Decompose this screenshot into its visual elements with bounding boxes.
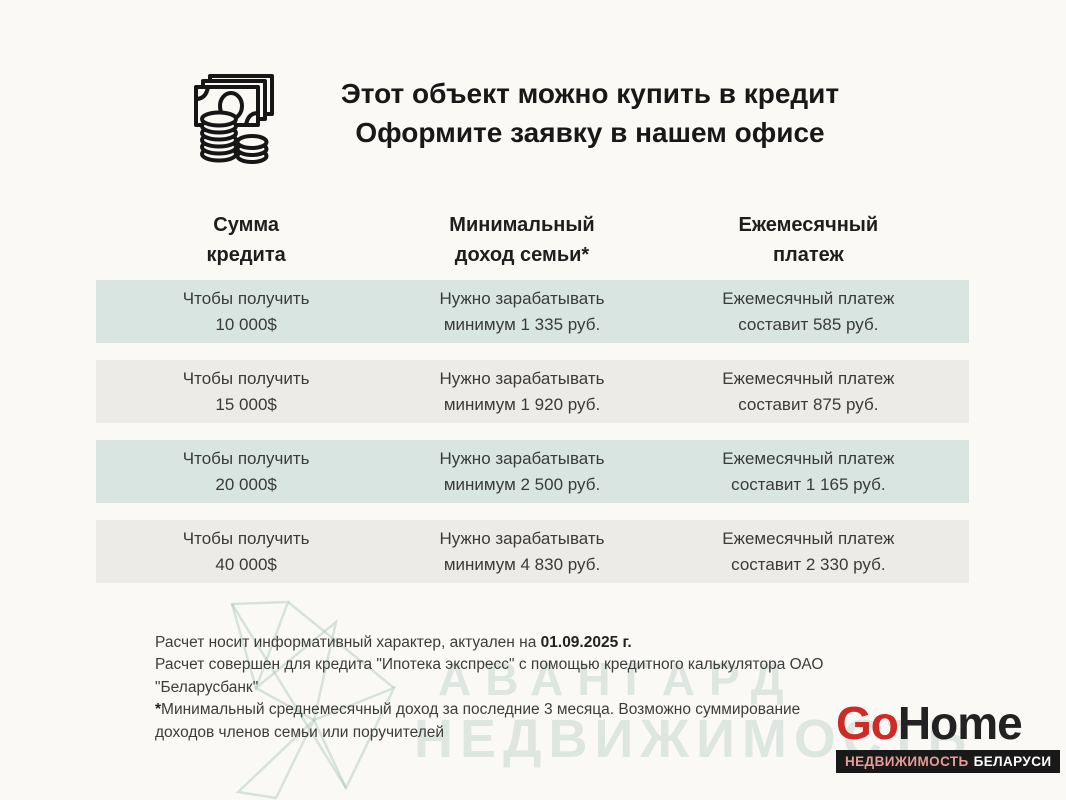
cell-text: составит 2 330 руб.: [731, 554, 886, 574]
banner-word-nedvizhimost: НЕДВИЖИМОСТЬ: [845, 754, 969, 769]
page-title: Этот объект можно купить в кредит Оформи…: [270, 74, 910, 152]
footnote-text: Расчет носит информативный характер, акт…: [155, 634, 541, 651]
footnote-line: Расчет носит информативный характер, акт…: [155, 632, 823, 654]
gohome-logo-banner: НЕДВИЖИМОСТЬ БЕЛАРУСИ: [836, 750, 1061, 773]
cell-text: 20 000$: [215, 474, 277, 494]
cell-text: минимум 1 920 руб.: [443, 394, 601, 414]
gohome-logo-home: Home: [897, 697, 1023, 749]
money-banknotes-coins-icon: [194, 74, 274, 164]
cell-text: Ежемесячный платеж: [722, 528, 895, 548]
column-header-loan-sum: Сумма кредита: [96, 210, 396, 270]
min-income-cell: Нужно зарабатывать минимум 2 500 руб.: [396, 446, 647, 498]
loan-sum-cell: Чтобы получить 15 000$: [96, 366, 396, 418]
loan-sum-cell: Чтобы получить 10 000$: [96, 286, 396, 338]
cell-text: 10 000$: [215, 314, 277, 334]
footnote-line: "Беларусбанк": [155, 678, 259, 696]
table-body: Чтобы получить 10 000$ Нужно зарабатыват…: [96, 280, 969, 600]
footnote-line: доходов членов семьи или поручителей: [155, 723, 445, 741]
monthly-payment-cell: Ежемесячный платеж составит 585 руб.: [648, 286, 969, 338]
footnote-line: Расчет совершен для кредита "Ипотека экс…: [155, 656, 824, 674]
column-header-text: Сумма: [213, 214, 280, 236]
loan-sum-cell: Чтобы получить 20 000$: [96, 446, 396, 498]
column-header-text: Минимальный: [449, 214, 595, 236]
loan-sum-cell: Чтобы получить 40 000$: [96, 526, 396, 578]
min-income-cell: Нужно зарабатывать минимум 1 335 руб.: [396, 286, 647, 338]
cell-text: Чтобы получить: [182, 448, 310, 468]
cell-text: Ежемесячный платеж: [722, 288, 895, 308]
page-title-line2: Оформите заявку в нашем офисе: [355, 117, 825, 148]
min-income-cell: Нужно зарабатывать минимум 1 920 руб.: [396, 366, 647, 418]
cell-text: Чтобы получить: [182, 528, 310, 548]
cell-text: минимум 2 500 руб.: [443, 474, 601, 494]
column-header-text: доход семьи*: [454, 244, 590, 266]
cell-text: Нужно зарабатывать: [439, 288, 605, 308]
column-header-text: кредита: [206, 244, 286, 266]
table-row: Чтобы получить 40 000$ Нужно зарабатыват…: [96, 520, 969, 583]
gohome-logo-text: GoHome: [836, 698, 1060, 748]
cell-text: Ежемесячный платеж: [722, 368, 895, 388]
cell-text: минимум 1 335 руб.: [443, 314, 601, 334]
footnote-asterisk: *: [155, 701, 162, 719]
gohome-logo: GoHome НЕДВИЖИМОСТЬ БЕЛАРУСИ: [836, 698, 1061, 773]
column-header-min-income: Минимальный доход семьи*: [396, 210, 647, 270]
cell-text: Нужно зарабатывать: [439, 528, 605, 548]
footnote-line: *Минимальный среднемесячный доход за пос…: [155, 699, 823, 721]
gohome-logo-go: Go: [836, 697, 899, 749]
footnotes: Расчет носит информативный характер, акт…: [155, 632, 823, 744]
column-header-text: Ежемесячный: [738, 214, 879, 236]
cell-text: составит 1 165 руб.: [731, 474, 886, 494]
cell-text: Чтобы получить: [182, 288, 310, 308]
table-header-row: Сумма кредита Минимальный доход семьи* Е…: [96, 210, 969, 270]
cell-text: составит 875 руб.: [738, 394, 879, 414]
cell-text: Чтобы получить: [182, 368, 310, 388]
table-row: Чтобы получить 20 000$ Нужно зарабатыват…: [96, 440, 969, 503]
monthly-payment-cell: Ежемесячный платеж составит 1 165 руб.: [648, 446, 969, 498]
column-header-text: платеж: [772, 244, 844, 266]
page-title-line1: Этот объект можно купить в кредит: [340, 78, 840, 109]
cell-text: 40 000$: [215, 554, 277, 574]
cell-text: минимум 4 830 руб.: [443, 554, 601, 574]
cell-text: Нужно зарабатывать: [439, 368, 605, 388]
table-row: Чтобы получить 10 000$ Нужно зарабатыват…: [96, 280, 969, 343]
cell-text: Ежемесячный платеж: [722, 448, 895, 468]
footnote-text: Минимальный среднемесячный доход за посл…: [161, 701, 801, 719]
cell-text: Нужно зарабатывать: [439, 448, 605, 468]
banner-word-belarusi: БЕЛАРУСИ: [973, 754, 1052, 769]
monthly-payment-cell: Ежемесячный платеж составит 875 руб.: [648, 366, 969, 418]
monthly-payment-cell: Ежемесячный платеж составит 2 330 руб.: [648, 526, 969, 578]
cell-text: составит 585 руб.: [738, 314, 879, 334]
cell-text: 15 000$: [215, 394, 277, 414]
min-income-cell: Нужно зарабатывать минимум 4 830 руб.: [396, 526, 647, 578]
column-header-monthly-payment: Ежемесячный платеж: [648, 210, 969, 270]
table-row: Чтобы получить 15 000$ Нужно зарабатыват…: [96, 360, 969, 423]
footnote-date: 01.09.2025 г.: [540, 634, 632, 651]
